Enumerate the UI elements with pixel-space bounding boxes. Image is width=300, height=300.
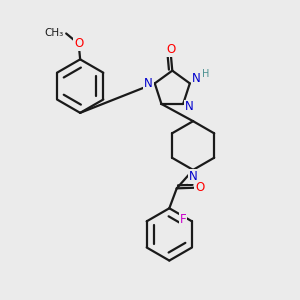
Text: H: H	[202, 70, 209, 80]
Text: CH₃: CH₃	[45, 28, 64, 38]
Text: F: F	[180, 213, 186, 226]
Text: N: N	[189, 170, 197, 183]
Text: O: O	[74, 38, 83, 50]
Text: N: N	[192, 72, 201, 86]
Text: O: O	[195, 181, 205, 194]
Text: N: N	[185, 100, 194, 113]
Text: O: O	[166, 43, 176, 56]
Text: N: N	[144, 77, 153, 90]
